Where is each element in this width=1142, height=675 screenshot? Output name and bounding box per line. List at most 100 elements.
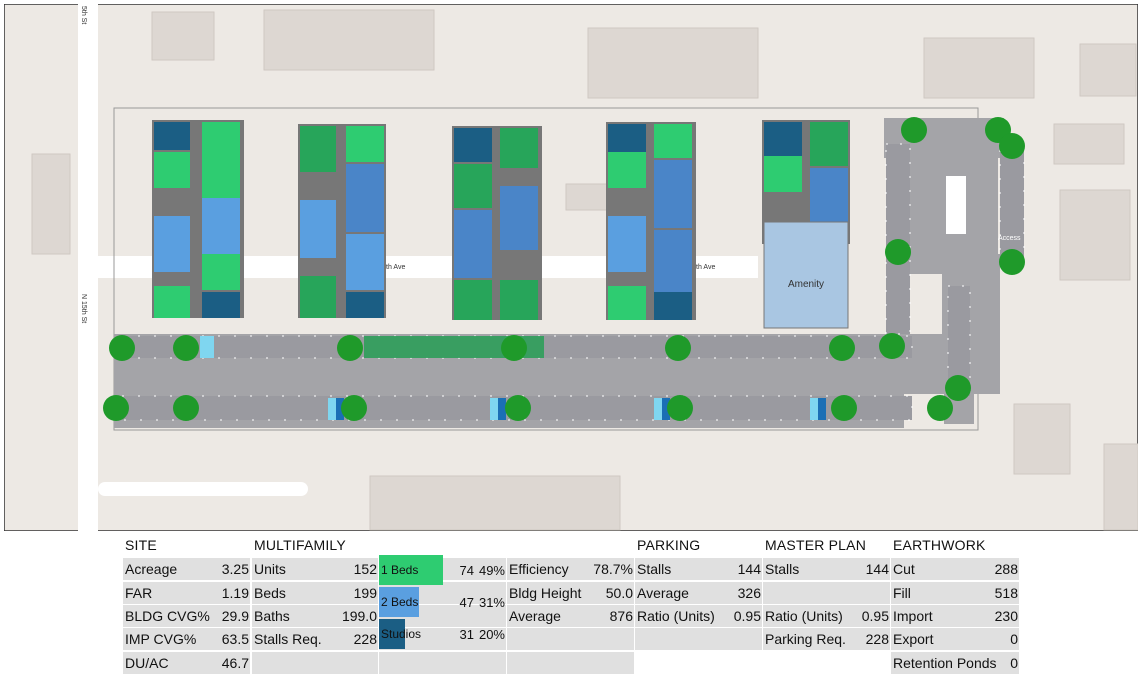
multifamily-header: MULTIFAMILY: [254, 537, 346, 553]
metrics-row: [507, 628, 634, 650]
parking-header: PARKING: [637, 537, 701, 553]
parking-row: [635, 558, 762, 580]
unit-mix-count: 47: [459, 595, 474, 610]
multifamily-label: Units: [254, 561, 286, 577]
earthwork-row: [891, 652, 1019, 674]
context-buildings: [31, 9, 1138, 531]
master-plan-label: Ratio (Units): [765, 608, 843, 624]
building-5[interactable]: Amenity: [762, 120, 850, 329]
building-3[interactable]: [452, 126, 542, 320]
parking-value: 144: [737, 561, 761, 577]
earthwork-header: EARTHWORK: [893, 537, 986, 553]
master-plan-label: Parking Req.: [765, 631, 846, 647]
parking-label: Stalls: [637, 561, 672, 577]
earthwork-value: 0: [1010, 631, 1018, 647]
earthwork-value: 0: [1010, 655, 1018, 671]
earthwork-value: 230: [994, 608, 1018, 624]
road-n-15th-st: [78, 4, 98, 531]
road-avenue: [98, 256, 758, 278]
building-4[interactable]: [606, 122, 696, 320]
unit-mix-count: 74: [459, 563, 474, 578]
site-plan-map[interactable]: Amenity N 15th St 5th St th Ave th Ave A…: [4, 4, 1138, 531]
building-2[interactable]: [298, 124, 386, 318]
earthwork-label: Fill: [893, 585, 911, 601]
master-plan-label: Stalls: [765, 561, 800, 577]
metric-value: 876: [609, 608, 633, 624]
multifamily-row: [252, 605, 378, 627]
unit-mix-bar-3: [379, 619, 405, 649]
site-value: 1.19: [221, 585, 249, 601]
street-label-top: 5th St: [80, 6, 87, 24]
stats-panel: SITE Acreage 3.25 FAR 1.19 BLDG CVG% 29.9 IMP C…: [0, 535, 1142, 675]
parking-row: [635, 628, 762, 650]
multifamily-value: 228: [353, 631, 377, 647]
master-plan-value: 228: [865, 631, 889, 647]
site-row: [123, 652, 250, 674]
metric-label: Efficiency: [509, 561, 569, 577]
building-1[interactable]: [152, 120, 244, 318]
site-row: [123, 628, 250, 650]
metric-label: Average: [509, 608, 561, 624]
unit-mix-bar-1: [379, 555, 443, 585]
amenity-building: [763, 221, 849, 329]
road-stub: [98, 482, 308, 496]
site-value: 46.7: [221, 655, 249, 671]
site-row: [123, 558, 250, 580]
site-header: SITE: [125, 537, 157, 553]
metrics-row: [507, 582, 634, 604]
earthwork-value: 288: [994, 561, 1018, 577]
earthwork-value: 518: [994, 585, 1018, 601]
unit-mix-pct: 49%: [478, 563, 505, 578]
master-plan-header: MASTER PLAN: [765, 537, 866, 553]
unit-mix-row: [379, 652, 506, 674]
amenity-label: Amenity: [788, 279, 824, 290]
multifamily-row: [252, 582, 378, 604]
multifamily-value: 199.0: [341, 608, 377, 624]
multifamily-row: [252, 558, 378, 580]
unit-mix-label: 2 Beds: [381, 595, 419, 609]
earthwork-row: [891, 605, 1019, 627]
master-plan-value: 0.95: [861, 608, 889, 624]
site-row: [123, 582, 250, 604]
access-label: Access: [998, 235, 1021, 242]
site-label: BLDG CVG%: [125, 608, 210, 624]
multifamily-label: Baths: [254, 608, 290, 624]
earthwork-row: [891, 582, 1019, 604]
multifamily-row: [252, 652, 378, 674]
metric-value: 78.7%: [593, 561, 633, 577]
site-label: DU/AC: [125, 655, 169, 671]
master-plan-row: [763, 558, 890, 580]
master-plan-row: [763, 628, 890, 650]
metrics-row: [507, 558, 634, 580]
earthwork-label: Export: [893, 631, 934, 647]
site-label: Acreage: [125, 561, 178, 577]
parking-label: Ratio (Units): [637, 608, 715, 624]
parking-value: 326: [737, 585, 761, 601]
site-label: FAR: [125, 585, 153, 601]
parking-value: 0.95: [733, 608, 761, 624]
metric-value: 50.0: [605, 585, 633, 601]
master-plan-row: [763, 582, 890, 604]
avenue-label-1: th Ave: [386, 264, 405, 271]
metric-label: Bldg Height: [509, 585, 582, 601]
site-row: [123, 605, 250, 627]
multifamily-label: Beds: [254, 585, 286, 601]
multifamily-label: Stalls Req.: [254, 631, 322, 647]
multifamily-value: 199: [353, 585, 377, 601]
unit-mix-row: [379, 628, 506, 650]
earthwork-row: [891, 628, 1019, 650]
multifamily-row: [252, 628, 378, 650]
unit-mix-count: 31: [459, 627, 474, 642]
metrics-row: [507, 652, 634, 674]
parking-row: [635, 605, 762, 627]
earthwork-row: [891, 558, 1019, 580]
master-plan-row: [763, 605, 890, 627]
unit-mix-label: Studios: [381, 627, 422, 641]
site-value: 29.9: [221, 608, 249, 624]
street-label-n-15th: N 15th St: [80, 294, 87, 323]
earthwork-label: Retention Ponds: [893, 655, 997, 671]
site-value: 63.5: [221, 631, 249, 647]
earthwork-label: Import: [893, 608, 933, 624]
unit-mix-pct: 31%: [478, 595, 505, 610]
multifamily-value: 152: [353, 561, 377, 577]
